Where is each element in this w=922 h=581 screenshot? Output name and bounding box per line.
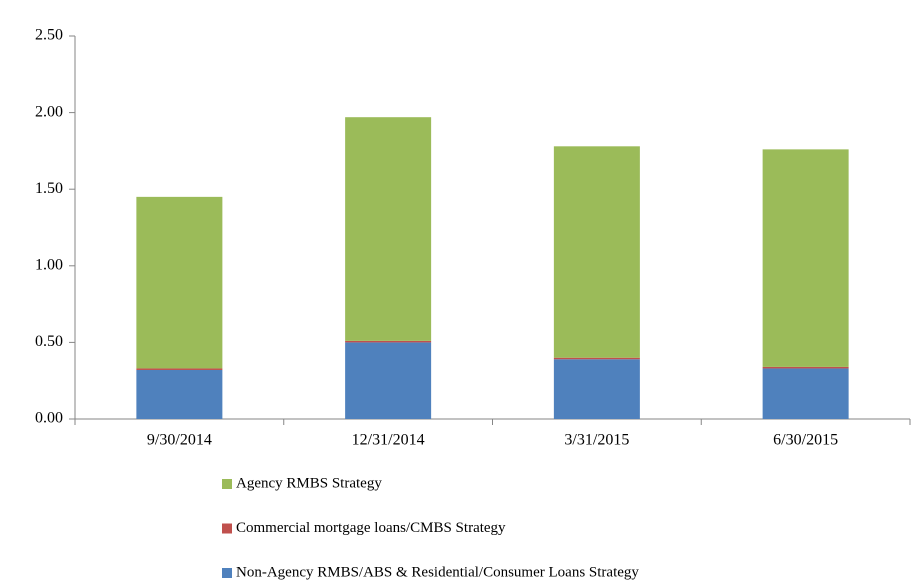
bar-segment — [762, 368, 849, 419]
bar-segment — [136, 369, 223, 419]
x-tick-label: 6/30/2015 — [773, 432, 838, 449]
legend-label: Agency RMBS Strategy — [236, 475, 382, 491]
legend-swatch — [222, 523, 232, 534]
bar-segment — [762, 149, 849, 367]
legend-label: Non-Agency RMBS/ABS & Residential/Consum… — [236, 564, 639, 580]
legend-label: Commercial mortgage loans/CMBS Strategy — [236, 520, 506, 536]
legend-swatch — [222, 568, 232, 578]
bar-segment — [136, 196, 223, 369]
y-tick-label: 0.00 — [35, 410, 63, 427]
x-tick-label: 3/31/2015 — [564, 432, 629, 449]
bar-segment — [553, 146, 640, 358]
y-tick-label: 0.50 — [35, 333, 63, 350]
x-tick-label: 12/31/2014 — [352, 432, 425, 449]
bar-segment — [762, 366, 849, 369]
y-tick-label: 1.00 — [35, 256, 63, 273]
y-tick-label: 2.00 — [35, 103, 63, 120]
x-tick-label: 9/30/2014 — [147, 432, 212, 449]
y-tick-label: 2.50 — [35, 27, 63, 44]
bar-segment — [345, 340, 432, 343]
y-tick-label: 1.50 — [35, 180, 63, 197]
legend-swatch — [222, 479, 232, 489]
bar-segment — [345, 117, 432, 341]
bar-segment — [553, 359, 640, 419]
bar-segment — [553, 357, 640, 360]
bar-segment — [345, 342, 432, 419]
bar-segment — [136, 368, 223, 370]
